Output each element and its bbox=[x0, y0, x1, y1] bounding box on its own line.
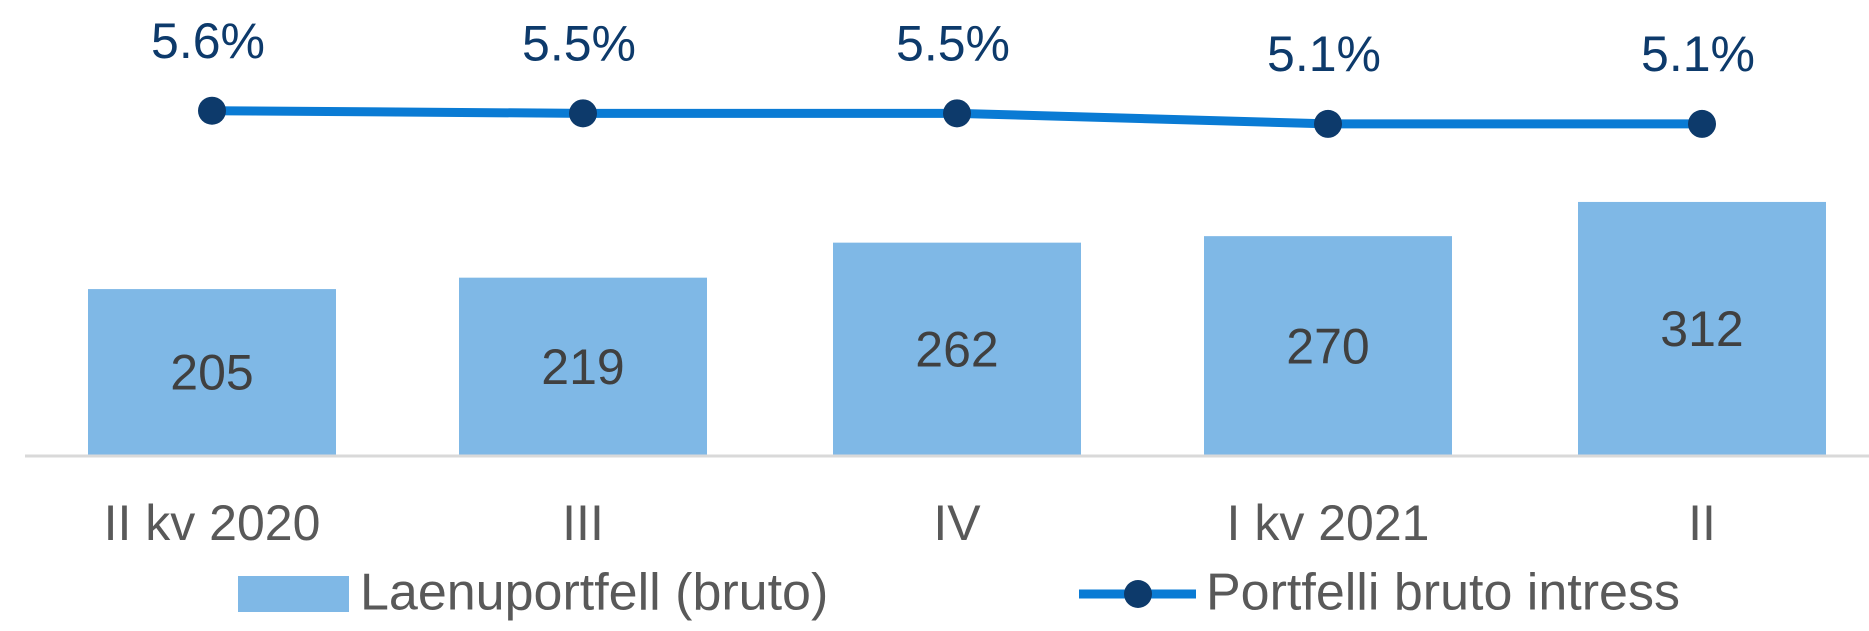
line-marker bbox=[943, 99, 971, 128]
line-value-label: 5.1% bbox=[1267, 26, 1381, 82]
line-marker bbox=[198, 96, 226, 125]
x-tick-label: III bbox=[562, 495, 604, 551]
line-marker bbox=[569, 99, 597, 128]
bar bbox=[1204, 236, 1452, 456]
x-tick-label: I kv 2021 bbox=[1227, 495, 1430, 551]
line-marker bbox=[1688, 109, 1716, 138]
bar-value-label: 312 bbox=[1660, 301, 1743, 357]
line-marker bbox=[1314, 109, 1342, 138]
line-value-label: 5.1% bbox=[1641, 26, 1755, 82]
line-value-label: 5.6% bbox=[151, 13, 265, 69]
x-tick-label: II kv 2020 bbox=[104, 495, 321, 551]
x-tick-label: II bbox=[1688, 495, 1716, 551]
bar bbox=[1578, 201, 1826, 456]
bar bbox=[88, 289, 336, 456]
legend-marker bbox=[1124, 580, 1152, 608]
bar bbox=[459, 277, 707, 456]
bar-value-label: 205 bbox=[170, 345, 253, 401]
bar-value-label: 270 bbox=[1286, 318, 1369, 374]
line-value-label: 5.5% bbox=[522, 16, 636, 72]
legend-label: Portfelli bruto intress bbox=[1206, 564, 1680, 622]
legend-label: Laenuportfell (bruto) bbox=[360, 564, 828, 622]
bar-value-label: 219 bbox=[541, 339, 624, 395]
x-tick-label: IV bbox=[933, 495, 981, 551]
line-value-label: 5.5% bbox=[896, 16, 1010, 72]
legend-swatch bbox=[238, 576, 349, 612]
bar bbox=[833, 242, 1081, 456]
bar-value-label: 262 bbox=[915, 322, 998, 378]
